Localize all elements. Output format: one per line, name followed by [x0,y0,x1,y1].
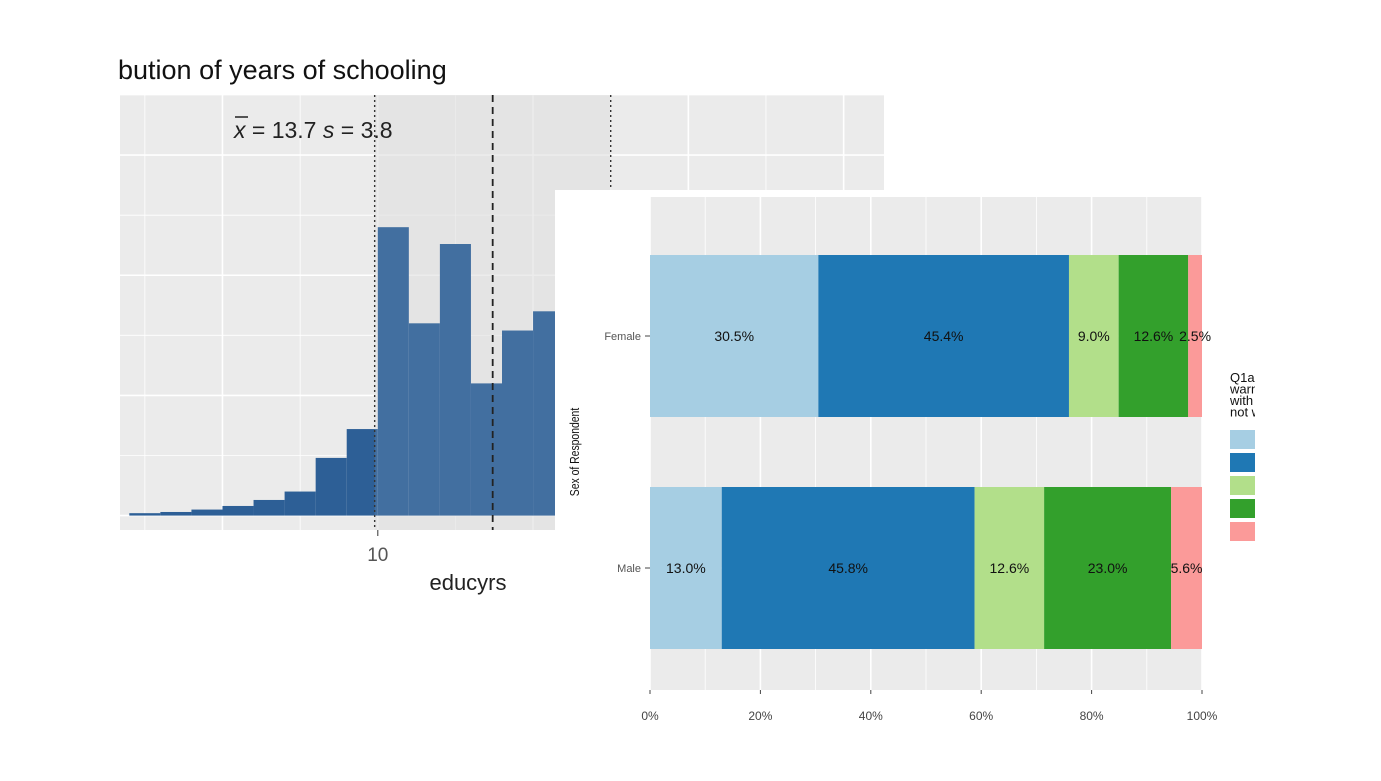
bar-segment [650,255,819,417]
legend-title-line: not wor [1230,405,1255,420]
legend-swatch [1230,476,1255,495]
histogram-title: bution of years of schooling [118,55,447,85]
bar-segment [818,255,1069,417]
bar-segment-label: 5.6% [1171,560,1203,576]
bar-segment [650,487,722,649]
sd-symbol: s [323,117,335,143]
histogram-bar [191,509,223,516]
bar-y-tick-label: Male [617,563,641,575]
histogram-bar [253,499,285,516]
bar-segment-label: 13.0% [666,560,706,576]
bar-x-tick-label: 0% [641,709,659,723]
bar-segment-label: 45.4% [924,328,964,344]
histogram-bar [129,513,161,516]
mean-symbol: x [233,117,247,143]
legend-swatch [1230,453,1255,472]
bar-y-axis-title: Sex of Respondent [568,407,582,496]
bar-segment [721,487,975,649]
bar-y-tick-label: Female [604,331,641,343]
sd-value: = 3.8 [334,117,392,143]
bar-segment-label: 9.0% [1078,328,1110,344]
histogram-bar [439,244,471,516]
legend-swatch [1230,522,1255,541]
histogram-bar [315,457,347,516]
histogram-bar [377,227,409,516]
histogram-bar [346,429,378,516]
stacked-bar-chart: 30.5% 45.4% 9.0% 12.6% 2.5% Female 13.0% 45.8% 1… [555,190,1289,750]
legend-swatch [1230,499,1255,518]
bar-x-tick-label: 100% [1187,709,1218,723]
bar-x-tick-label: 80% [1080,709,1104,723]
bar-segment [1044,487,1172,649]
legend-swatch [1230,430,1255,449]
bar-segment-label: 12.6% [990,560,1030,576]
histogram-bar [408,323,440,516]
bar-x-tick-label: 20% [748,709,772,723]
bar-segment-label: 12.6% [1134,328,1174,344]
stacked-bar-svg: 30.5% 45.4% 9.0% 12.6% 2.5% Female 13.0% 45.8% 1… [568,197,1289,723]
bar-segment [1188,255,1202,417]
bar-segment [1171,487,1202,649]
bar-segment-label: 45.8% [828,560,868,576]
bar-segment-label: 30.5% [714,328,754,344]
histogram-x-axis-title: educyrs [429,570,506,595]
histogram-bar [160,511,192,516]
histogram-stats-annotation: x = 13.7 s = 3.8 [233,117,393,143]
bar-segment [1118,255,1189,417]
mean-value: = 13.7 [246,117,323,143]
bar-x-tick-label: 60% [969,709,993,723]
histogram-bar [222,505,254,516]
bar-x-tick-label: 40% [859,709,883,723]
bar-segment-label: 23.0% [1088,560,1128,576]
bar-segment [1068,255,1119,417]
histogram-bar [502,330,534,516]
histogram-bar [284,491,316,516]
bar-segment-label: 2.5% [1179,328,1211,344]
histogram-x-tick-label: 10 [367,545,388,566]
bar-segment [974,487,1045,649]
histogram-bar [470,383,502,516]
